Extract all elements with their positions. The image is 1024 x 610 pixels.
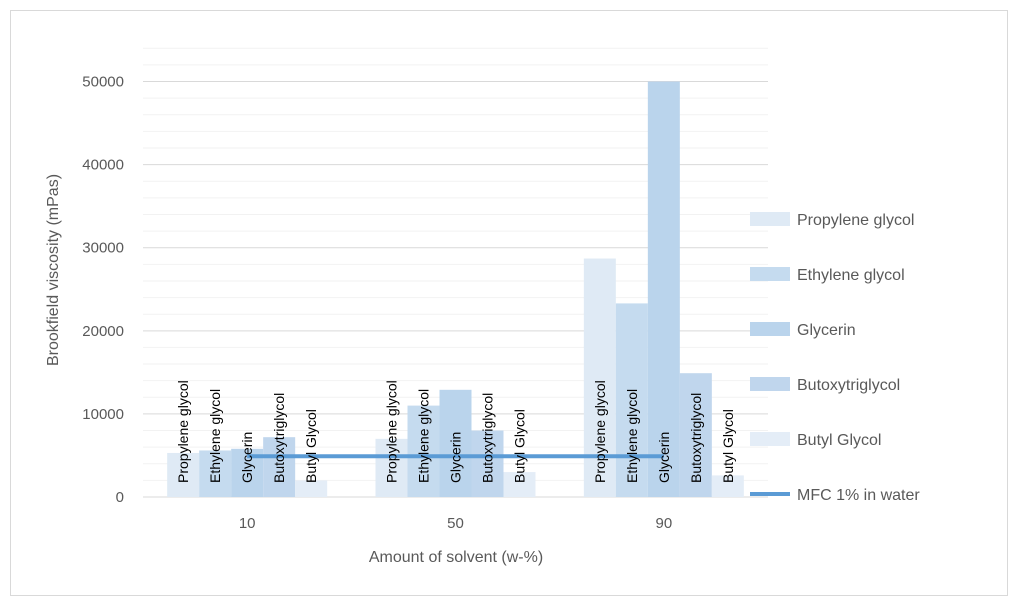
y-tick-label: 20000 xyxy=(82,323,124,340)
bar xyxy=(375,438,408,497)
bar-data-label: Butyl Glycol xyxy=(512,409,528,483)
x-tick-label: 10 xyxy=(239,515,256,532)
bar xyxy=(615,303,648,497)
bar-data-label: Glycerin xyxy=(239,432,255,483)
x-axis-ticks: 10 50 90 xyxy=(239,515,672,532)
chart-frame xyxy=(10,10,1008,596)
legend-label: Ethylene glycol xyxy=(797,267,905,284)
x-tick-label: 90 xyxy=(655,515,672,532)
bar-data-label: Butoxytriglycol xyxy=(271,393,287,483)
bar xyxy=(295,480,328,497)
legend-label: Propylene glycol xyxy=(797,212,914,229)
legend-label: Butoxytriglycol xyxy=(797,377,900,394)
legend-swatch xyxy=(750,322,790,336)
bar xyxy=(167,452,200,497)
legend-label: MFC 1% in water xyxy=(797,487,920,504)
bar-data-label: Butoxytriglycol xyxy=(688,393,704,483)
legend-swatch xyxy=(750,432,790,446)
bar-data-label: Butoxytriglycol xyxy=(480,393,496,483)
bar-data-label: Butyl Glycol xyxy=(720,409,736,483)
bar xyxy=(439,389,472,497)
y-tick-label: 30000 xyxy=(82,240,124,257)
x-tick-label: 50 xyxy=(447,515,464,532)
bar xyxy=(711,475,744,497)
legend-swatch xyxy=(750,212,790,226)
y-tick-label: 10000 xyxy=(82,406,124,423)
x-axis-title: Amount of solvent (w-%) xyxy=(369,549,543,566)
bar-data-label: Ethylene glycol xyxy=(207,389,223,483)
bar-data-label: Ethylene glycol xyxy=(416,389,432,483)
legend-label: Glycerin xyxy=(797,322,856,339)
y-tick-label: 50000 xyxy=(82,74,124,91)
legend: Propylene glycol Ethylene glycol Glycerin B… xyxy=(750,212,920,504)
bar-data-label: Propylene glycol xyxy=(592,380,608,483)
bar xyxy=(503,472,536,497)
bar-labels: Propylene glycol Ethylene glycol Glycerin B… xyxy=(175,380,736,483)
bar xyxy=(199,450,232,497)
bar-data-label: Ethylene glycol xyxy=(624,389,640,483)
legend-swatch xyxy=(750,267,790,281)
y-tick-label: 0 xyxy=(116,489,124,506)
bar xyxy=(471,430,504,497)
y-axis-ticks: 0 10000 20000 30000 40000 50000 xyxy=(82,74,124,506)
bar xyxy=(679,373,712,497)
legend-label: Butyl Glycol xyxy=(797,432,881,449)
bar-data-label: Butyl Glycol xyxy=(303,409,319,483)
bar xyxy=(407,405,440,497)
bar-data-label: Glycerin xyxy=(656,432,672,483)
bar-data-label: Propylene glycol xyxy=(384,380,400,483)
legend-swatch xyxy=(750,377,790,391)
bar-series xyxy=(167,81,744,497)
y-axis-title: Brookfield viscosity (mPas) xyxy=(45,174,62,366)
bar xyxy=(263,437,296,497)
y-tick-label: 40000 xyxy=(82,157,124,174)
bar xyxy=(647,81,680,497)
bar-data-label: Propylene glycol xyxy=(175,380,191,483)
bar-data-label: Glycerin xyxy=(448,432,464,483)
